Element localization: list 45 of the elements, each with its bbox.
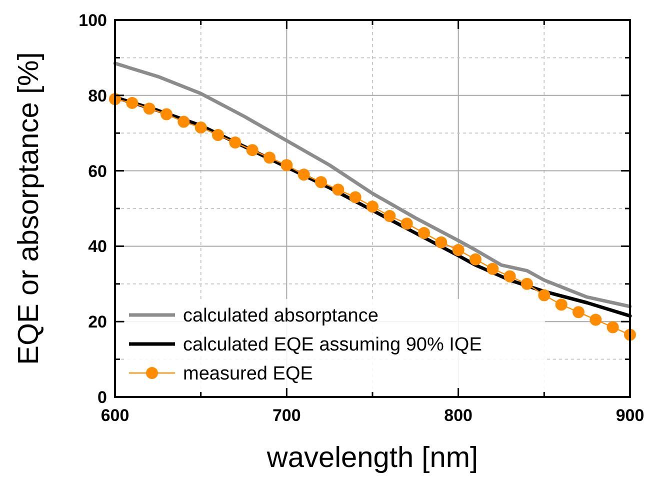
point	[366, 200, 378, 213]
legend-label: measured EQE	[183, 364, 313, 385]
point	[246, 144, 258, 156]
point	[606, 321, 619, 334]
point	[400, 218, 413, 230]
y-tick-label: 40	[88, 237, 107, 256]
point	[486, 262, 499, 275]
point	[470, 253, 482, 266]
point	[435, 236, 448, 248]
x-tick-label: 900	[616, 406, 644, 425]
legend-label: calculated absorptance	[183, 306, 378, 327]
point	[349, 191, 362, 204]
point	[143, 102, 156, 115]
point	[315, 176, 327, 188]
x-tick-label: 700	[272, 406, 301, 425]
point	[212, 128, 224, 141]
legend-label: calculated EQE assuming 90% IQE	[183, 334, 482, 356]
point	[504, 270, 516, 282]
point	[572, 306, 584, 318]
x-tick-label: 800	[444, 406, 473, 425]
point	[452, 244, 464, 256]
y-tick-label: 60	[88, 162, 107, 181]
point	[178, 116, 190, 128]
point	[384, 210, 396, 222]
point	[280, 159, 293, 172]
point	[521, 278, 533, 290]
point	[229, 136, 242, 149]
point	[194, 121, 207, 134]
y-tick-label: 0	[98, 388, 107, 407]
point	[590, 314, 602, 326]
x-axis-title: wavelength [nm]	[266, 442, 478, 474]
point	[160, 108, 172, 120]
y-tick-label: 80	[88, 86, 107, 106]
y-axis-title: EQE or absorptance [%]	[13, 52, 45, 365]
y-tick-label: 20	[88, 312, 107, 332]
point	[555, 298, 568, 311]
point	[418, 227, 430, 240]
point	[264, 152, 276, 164]
point	[538, 289, 550, 302]
point	[332, 184, 344, 196]
y-tick-label: 100	[78, 10, 107, 30]
point	[298, 168, 310, 181]
x-tick-label: 600	[100, 406, 130, 425]
line-series	[113, 62, 632, 308]
point	[126, 96, 138, 109]
